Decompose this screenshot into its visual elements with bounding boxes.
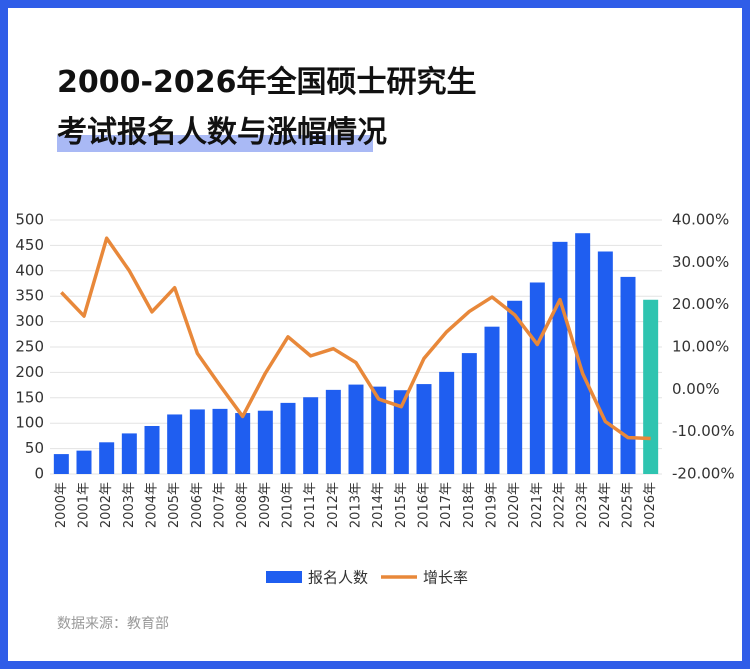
y-tick-label: 250 [15, 338, 44, 356]
y2-tick-label: 10.00% [672, 338, 729, 356]
bar [529, 282, 545, 474]
bar [620, 276, 636, 474]
x-tick-label: 2009年 [258, 482, 273, 528]
bar [575, 233, 591, 474]
bar [416, 384, 432, 474]
bar [76, 450, 92, 474]
y-tick-label: 150 [15, 388, 44, 406]
y-tick-label: 50 [25, 439, 44, 457]
bar [303, 397, 319, 474]
legend-label: 增长率 [423, 569, 468, 587]
y2-tick-label: 40.00% [672, 211, 729, 229]
bar [144, 425, 160, 474]
x-tick-label: 2014年 [371, 482, 386, 528]
bar [257, 410, 273, 474]
bar [371, 386, 387, 474]
y-tick-label: 350 [15, 287, 44, 305]
y-tick-label: 200 [15, 363, 44, 381]
x-tick-label: 2022年 [553, 482, 568, 528]
x-tick-label: 2011年 [303, 482, 318, 528]
bar [167, 414, 183, 474]
x-tick-label: 2015年 [394, 482, 409, 528]
bar [235, 413, 251, 474]
bar [643, 299, 659, 474]
bar [189, 409, 205, 474]
line [60, 236, 651, 441]
bar [348, 384, 364, 474]
x-tick-label: 2024年 [598, 482, 613, 528]
x-tick-label: 2006年 [190, 482, 205, 528]
x-tick-label: 2007年 [213, 482, 228, 528]
y-tick-label: 300 [15, 312, 44, 330]
bar [507, 300, 523, 474]
x-tick-label: 2021年 [530, 482, 545, 528]
chart-title: 考试报名人数与涨幅情况 [57, 115, 387, 150]
y2-tick-label: -20.00% [672, 465, 735, 483]
bar [53, 454, 69, 474]
bar [325, 389, 341, 474]
bar [393, 390, 409, 474]
legend-swatch [266, 571, 302, 583]
x-tick-label: 2020年 [507, 482, 522, 528]
y2-tick-label: 30.00% [672, 253, 729, 271]
x-tick-label: 2004年 [145, 482, 160, 528]
x-tick-label: 2023年 [575, 482, 590, 528]
x-tick-label: 2013年 [349, 482, 364, 528]
y2-tick-label: 0.00% [672, 380, 720, 398]
y-tick-label: 400 [15, 261, 44, 279]
bar [484, 326, 500, 474]
bar [99, 442, 115, 474]
bar [597, 251, 613, 474]
y-tick-label: 450 [15, 236, 44, 254]
x-tick-label: 2019年 [485, 482, 500, 528]
y-tick-label: 500 [15, 211, 44, 229]
x-tick-label: 2003年 [122, 482, 137, 528]
y-tick-label: 100 [15, 414, 44, 432]
x-tick-label: 2000年 [54, 482, 69, 528]
chart-title: 2000-2026年全国硕士研究生 [57, 65, 476, 100]
bar [212, 408, 228, 474]
bar [552, 241, 568, 474]
bar [121, 433, 137, 474]
bar [461, 353, 477, 474]
x-tick-label: 2026年 [643, 482, 658, 528]
x-tick-label: 2001年 [77, 482, 92, 528]
bar [280, 402, 296, 474]
y2-tick-label: -10.00% [672, 422, 735, 440]
title-highlight [57, 135, 373, 152]
source: 数据来源：教育部 [57, 616, 169, 632]
y2-tick-label: 20.00% [672, 295, 729, 313]
x-tick-label: 2012年 [326, 482, 341, 528]
x-tick-label: 2025年 [621, 482, 636, 528]
x-tick-label: 2018年 [462, 482, 477, 528]
x-tick-label: 2016年 [417, 482, 432, 528]
x-tick-label: 2005年 [167, 482, 182, 528]
legend-label: 报名人数 [308, 569, 368, 587]
x-tick-label: 2002年 [99, 482, 114, 528]
x-tick-label: 2008年 [235, 482, 250, 528]
bar [439, 371, 455, 474]
y-tick-label: 0 [34, 465, 44, 483]
x-tick-label: 2010年 [281, 482, 296, 528]
x-tick-label: 2017年 [439, 482, 454, 528]
